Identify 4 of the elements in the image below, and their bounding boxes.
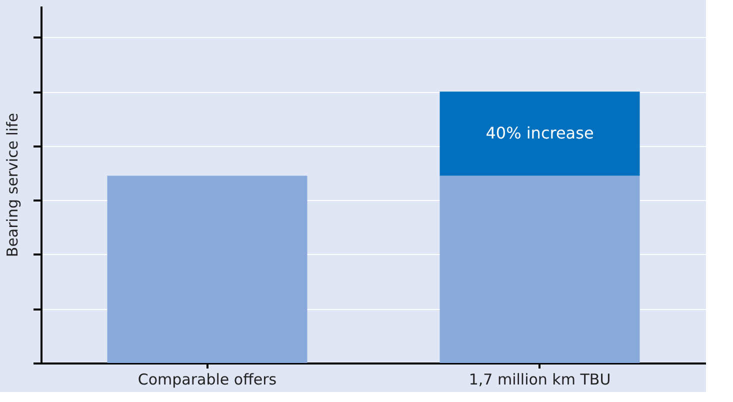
y-axis-title: Bearing service life [4,112,22,258]
annotation: 40% increase [486,124,594,143]
x-tick-label: 1,7 million km TBU [468,370,611,388]
x-tick-label: Comparable offers [138,370,277,388]
